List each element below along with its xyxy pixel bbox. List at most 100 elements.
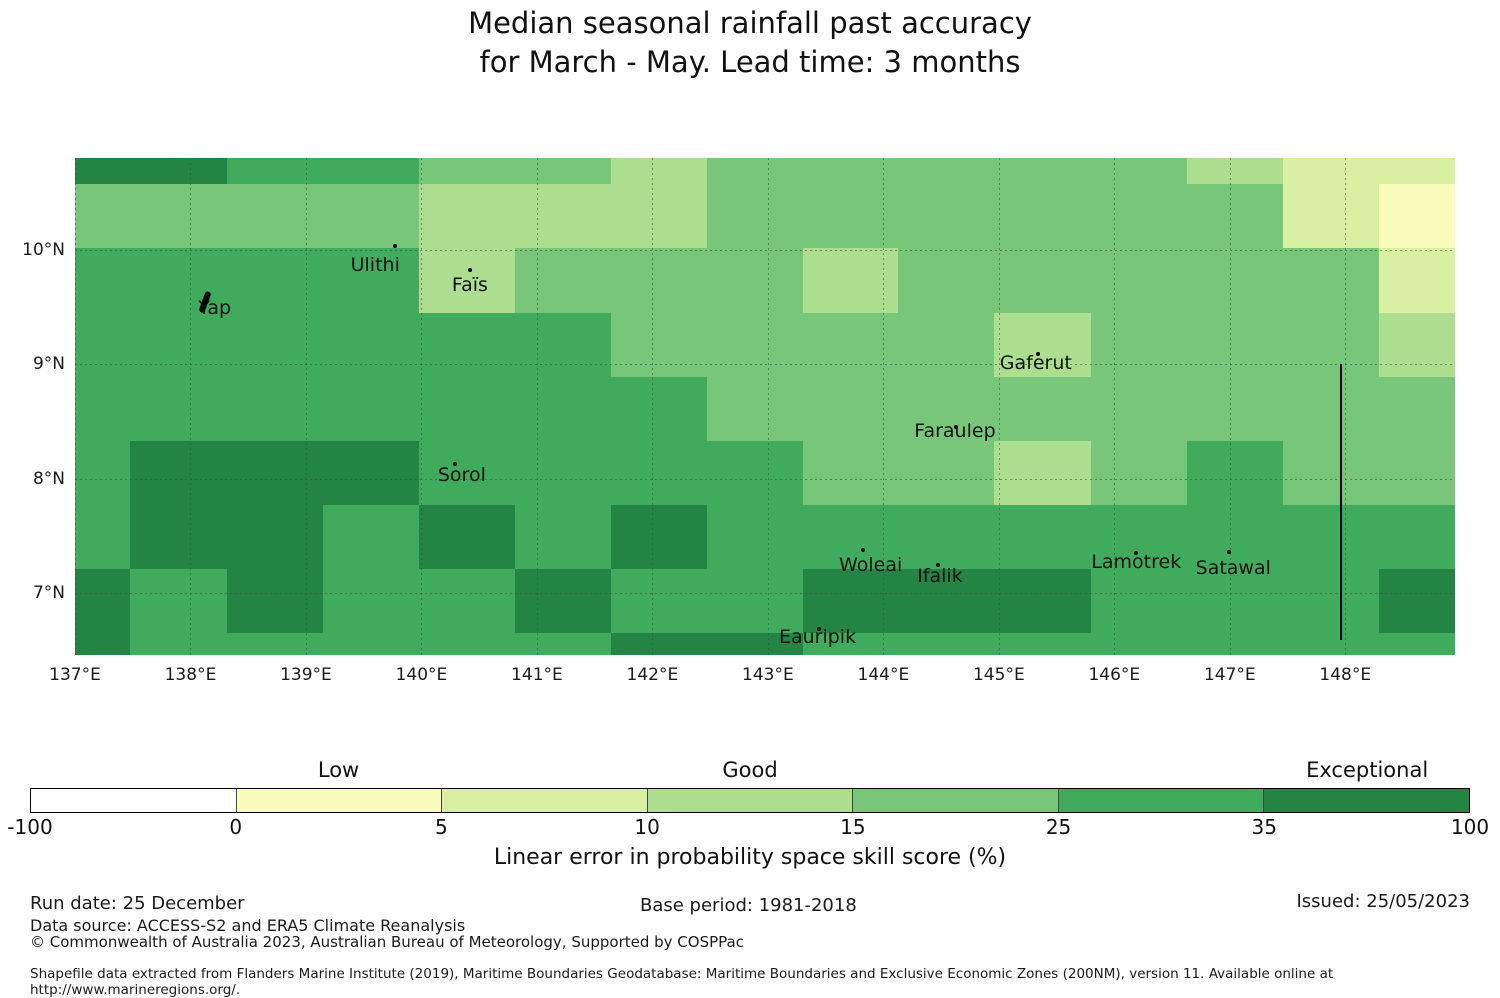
map-cell — [323, 440, 420, 506]
map-cell — [994, 248, 1092, 314]
map-cell — [898, 376, 995, 442]
map-cell — [610, 440, 708, 506]
colorbar-segment — [31, 789, 237, 812]
map-cell — [514, 569, 612, 634]
map-cell — [227, 158, 324, 186]
map-cell — [802, 184, 900, 250]
map-cell — [1187, 440, 1284, 506]
map-cell — [75, 248, 132, 314]
map-cell — [1378, 440, 1455, 506]
map-cell — [802, 158, 900, 186]
colorbar-tick-label: 15 — [840, 815, 866, 839]
map-cell — [802, 504, 900, 570]
map-cell — [419, 248, 516, 314]
map-cell — [706, 633, 804, 655]
island-label-satawal: Satawal — [1195, 556, 1271, 579]
colorbar-category-exceptional: Exceptional — [1306, 758, 1429, 782]
colorbar-segment — [853, 789, 1059, 812]
x-tick-label: 144°E — [857, 665, 910, 685]
map-cell — [419, 569, 516, 634]
issued-date-text: Issued: 25/05/2023 — [1296, 891, 1470, 912]
map-cell — [75, 184, 132, 250]
y-tick-label: 10°N — [22, 239, 65, 260]
map-cell — [323, 376, 420, 442]
map-cell — [514, 376, 612, 442]
map-cell — [994, 184, 1092, 250]
map-plot-area: Ulithi Faïs Yap Gaferut Faraulep Sorol Woleai I… — [75, 158, 1455, 655]
colorbar-segment — [1264, 789, 1470, 812]
x-tick-label: 141°E — [511, 665, 563, 685]
map-cell — [514, 312, 612, 378]
map-cell — [1282, 633, 1380, 655]
map-cell — [1282, 440, 1380, 506]
map-cell — [1187, 312, 1284, 378]
map-cell — [514, 158, 612, 186]
y-tick-label: 9°N — [32, 354, 65, 375]
map-cell — [1282, 248, 1380, 314]
map-cell — [1091, 312, 1188, 378]
map-cell — [1378, 248, 1455, 314]
map-cell — [1378, 633, 1455, 655]
map-cell — [1091, 248, 1188, 314]
map-cell — [419, 504, 516, 570]
map-cell — [898, 569, 995, 634]
map-cell — [227, 184, 324, 250]
colorbar-tick-label: 25 — [1045, 815, 1072, 839]
map-cell — [898, 504, 995, 570]
map-cell — [1378, 184, 1455, 250]
map-cell — [323, 504, 420, 570]
island-label-gaferut: Gaferut — [999, 351, 1072, 374]
map-cell — [130, 312, 229, 378]
x-axis: 137°E 138°E 139°E 140°E 141°E 142°E 143°E 144°E… — [49, 665, 1455, 689]
island-marker-satawal — [1226, 549, 1231, 554]
map-cell — [75, 440, 132, 506]
colorbar-tick-label: 100 — [1450, 815, 1490, 839]
map-cell — [75, 158, 132, 186]
x-tick-label: 145°E — [972, 665, 1025, 685]
map-cell — [130, 504, 229, 570]
map-cell — [227, 569, 324, 634]
map-cell — [994, 376, 1092, 442]
map-cell — [227, 312, 324, 378]
colorbar-segment — [442, 789, 648, 812]
map-cell — [1282, 504, 1380, 570]
colorbar-category-good: Good — [722, 758, 778, 782]
map-cell — [1187, 633, 1284, 655]
map-gridline-vertical — [883, 158, 885, 655]
island-label-ulithi: Ulithi — [350, 253, 400, 276]
x-tick-label: 138°E — [164, 665, 217, 685]
map-cell — [1091, 440, 1188, 506]
map-cell — [898, 633, 995, 655]
island-marker-ifalik — [935, 562, 940, 567]
map-gridline-vertical — [190, 158, 192, 655]
map-gridline-vertical — [305, 158, 307, 655]
y-tick-label: 7°N — [32, 583, 65, 604]
island-marker-lamotrek — [1134, 551, 1139, 556]
island-label-lamotrek: Lamotrek — [1091, 551, 1182, 574]
map-cell — [1378, 376, 1455, 442]
map-gridline-vertical — [421, 158, 423, 655]
map-cell — [1378, 158, 1455, 186]
map-cell — [323, 184, 420, 250]
map-cell — [898, 184, 995, 250]
map-cell — [610, 312, 708, 378]
map-cell — [75, 633, 132, 655]
island-label-sorol: Sorol — [437, 464, 486, 487]
map-gridline-horizontal — [75, 364, 1455, 366]
map-gridline-vertical — [998, 158, 1000, 655]
map-gridline-vertical — [1345, 158, 1347, 655]
map-cell — [1282, 158, 1380, 186]
island-marker-woleai — [860, 547, 865, 552]
map-cell — [610, 633, 708, 655]
island-label-eauripik: Eauripik — [778, 625, 857, 648]
data-source-text: Data source: ACCESS-S2 and ERA5 Climate … — [30, 916, 466, 935]
map-cell — [994, 569, 1092, 634]
map-cell — [227, 504, 324, 570]
colorbar-axis-label: Linear error in probability space skill … — [493, 845, 1007, 870]
map-cell — [419, 440, 516, 506]
colorbar-segment — [1058, 789, 1265, 812]
map-cell — [130, 569, 229, 634]
colorbar-ticks: -100 0 5 10 15 25 35 100 — [7, 815, 1489, 839]
colorbar-tick-label: 0 — [229, 815, 243, 839]
